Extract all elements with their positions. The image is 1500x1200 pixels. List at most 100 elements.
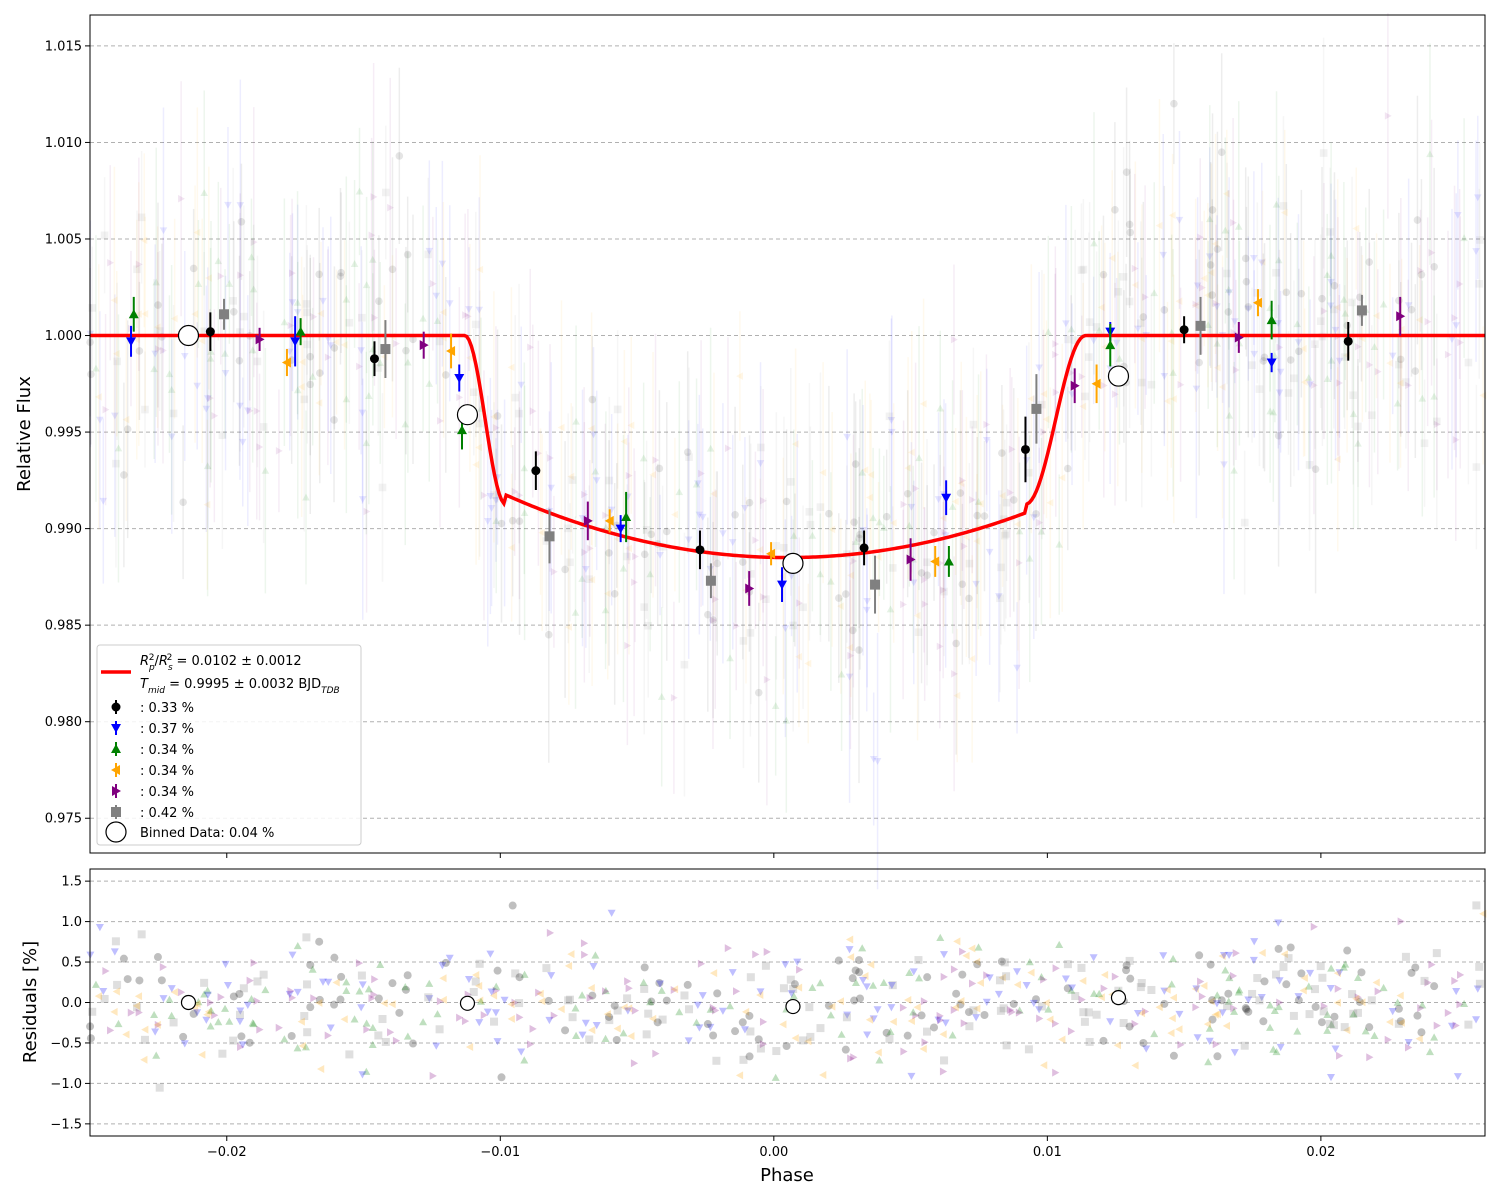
raw-point xyxy=(1197,233,1205,242)
raw-point xyxy=(996,594,1004,603)
residual-point xyxy=(1323,1026,1332,1034)
raw-point xyxy=(567,472,575,481)
residual-point xyxy=(350,1015,359,1023)
residual-point xyxy=(740,1026,749,1034)
residual-point xyxy=(368,994,376,1003)
raw-point xyxy=(133,265,141,274)
residual-point xyxy=(759,1017,768,1026)
raw-point xyxy=(92,364,100,372)
raw-point xyxy=(135,260,143,269)
raw-point xyxy=(1479,391,1487,400)
raw-point xyxy=(230,308,238,316)
raw-point xyxy=(1258,258,1266,266)
residual-point xyxy=(429,1071,437,1080)
raw-point xyxy=(816,503,825,511)
data-point xyxy=(604,515,614,526)
residual-point xyxy=(368,1040,377,1049)
residual-point xyxy=(670,985,678,994)
raw-point xyxy=(867,470,875,479)
raw-point xyxy=(203,462,212,470)
raw-point xyxy=(1330,281,1339,290)
raw-point xyxy=(649,470,657,479)
residual-point xyxy=(1027,968,1035,977)
raw-point xyxy=(912,484,920,493)
residual-point xyxy=(110,948,119,956)
residual-point xyxy=(1169,954,1178,963)
residual-point xyxy=(752,950,760,959)
residual-point xyxy=(920,997,929,1006)
raw-point xyxy=(1035,364,1043,372)
residual-point xyxy=(863,1031,872,1039)
residual-point xyxy=(1276,1043,1285,1052)
raw-point xyxy=(684,536,693,544)
raw-point xyxy=(1472,463,1481,471)
residual-point xyxy=(1341,960,1350,968)
y-tick-label: 1.000 xyxy=(45,329,82,344)
raw-point xyxy=(1027,394,1035,403)
raw-point xyxy=(378,483,387,492)
raw-point xyxy=(178,194,185,203)
residual-point xyxy=(159,995,168,1003)
raw-point xyxy=(547,454,554,462)
legend-label: : 0.37 % xyxy=(140,722,194,737)
raw-point xyxy=(1448,336,1456,344)
residual-point xyxy=(739,1055,748,1064)
data-point xyxy=(695,545,705,555)
residual-point xyxy=(536,989,544,998)
residual-point xyxy=(1031,995,1040,1004)
x-axis-label: Phase xyxy=(760,1165,814,1186)
raw-point xyxy=(492,496,500,504)
raw-point xyxy=(1336,379,1344,387)
residual-point xyxy=(1472,1016,1481,1024)
raw-point xyxy=(319,297,327,305)
residual-point xyxy=(170,988,178,997)
raw-point xyxy=(834,594,843,602)
residual-point xyxy=(940,1056,949,1065)
data-point xyxy=(1070,380,1080,391)
raw-point xyxy=(695,511,704,519)
residual-point xyxy=(1052,1068,1060,1077)
raw-point xyxy=(1274,256,1283,264)
residual-point xyxy=(1384,1035,1392,1044)
residual-point xyxy=(476,997,485,1005)
raw-point xyxy=(564,524,572,533)
raw-point xyxy=(1311,465,1320,474)
raw-point xyxy=(657,693,666,700)
residual-point xyxy=(1200,981,1208,990)
residual-point xyxy=(1244,996,1253,1004)
residual-point xyxy=(917,1011,926,1020)
raw-point xyxy=(194,280,203,287)
residual-point xyxy=(1037,972,1046,981)
raw-point xyxy=(1352,224,1360,233)
raw-point xyxy=(1089,337,1098,345)
residual-point xyxy=(972,957,981,966)
binned-residual-point xyxy=(459,995,476,1011)
raw-point xyxy=(1430,262,1438,271)
raw-point xyxy=(1220,461,1228,469)
residual-point xyxy=(1475,979,1484,988)
raw-point xyxy=(837,602,844,610)
raw-point xyxy=(387,203,395,212)
residual-point xyxy=(1257,993,1266,1002)
raw-point xyxy=(515,409,523,418)
residual-point xyxy=(401,983,410,991)
residual-point xyxy=(653,1018,662,1027)
raw-point xyxy=(1402,378,1410,386)
residual-point xyxy=(561,1026,570,1035)
raw-point xyxy=(760,593,767,601)
raw-point xyxy=(568,476,577,484)
residual-point xyxy=(490,1017,499,1026)
raw-point xyxy=(1404,302,1413,310)
binned-residual-point xyxy=(180,994,197,1011)
residual-point xyxy=(985,974,994,982)
residual-point xyxy=(1213,1052,1222,1061)
raw-point xyxy=(1274,431,1283,440)
residual-point xyxy=(1218,951,1226,960)
raw-point xyxy=(1064,335,1072,344)
residual-point xyxy=(221,1004,230,1012)
raw-point xyxy=(951,670,958,678)
raw-point xyxy=(640,603,649,611)
raw-point xyxy=(180,352,189,360)
residual-point xyxy=(1106,1018,1115,1026)
residual-point xyxy=(1289,1011,1298,1020)
